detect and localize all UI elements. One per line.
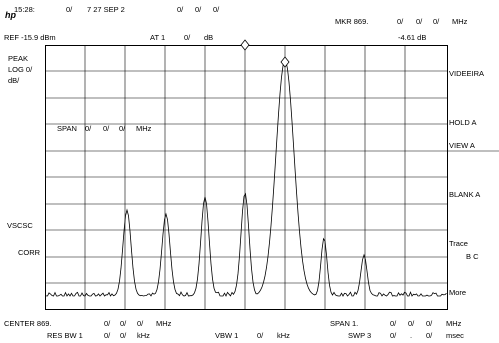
span-part-2: 0/ [408, 319, 415, 328]
softkey-1[interactable]: VIDEEIRA [449, 69, 485, 78]
span-part-1: 0/ [390, 319, 397, 328]
date-part-4: 0/ [195, 5, 202, 14]
span-annotation-1: 0/ [85, 124, 92, 133]
date-part-5: 0/ [213, 5, 220, 14]
sweep-time: SWP 3 [348, 331, 372, 340]
softkey-4[interactable]: BLANK A [449, 190, 481, 199]
center-unit: MHz [156, 319, 172, 328]
ref-level: REF -15.9 dBm [4, 33, 56, 42]
marker-part-3: 0/ [433, 17, 440, 26]
span-annotation-2: 0/ [103, 124, 110, 133]
center-part-3: 0/ [137, 319, 144, 328]
softkey-2[interactable]: HOLD A [449, 118, 477, 127]
attenuation-value: 0/ [184, 33, 191, 42]
detector-peak: PEAK [8, 54, 29, 63]
video-avg: VSCSC [7, 221, 33, 230]
sweep-part-3: 0/ [426, 331, 433, 340]
sweep-part-2: . [410, 331, 413, 340]
res-unit: kHz [137, 331, 150, 340]
center-part-1: 0/ [104, 319, 111, 328]
marker-part-1: 0/ [397, 17, 404, 26]
span-part-3: 0/ [426, 319, 433, 328]
marker-part-2: 0/ [416, 17, 423, 26]
reference-marker-diamond [240, 39, 250, 51]
span-annotation-3: 0/ [119, 124, 126, 133]
date-part-1: 0/ [66, 5, 73, 14]
sweep-unit: msec [446, 331, 464, 340]
log-scale: LOG 0/ [8, 65, 33, 74]
peak-marker-diamond [280, 56, 290, 68]
span-readout: SPAN 1. [330, 319, 359, 328]
vbw-value: 0/ [257, 331, 264, 340]
vbw: VBW 1 [215, 331, 239, 340]
center-freq: CENTER 869. [4, 319, 52, 328]
spectrum-trace [45, 59, 447, 297]
softkey-5[interactable]: Trace [449, 239, 468, 248]
softkey-5-sub: B C [466, 252, 479, 261]
date-part-3: 0/ [177, 5, 184, 14]
marker-freq: MKR 869. [335, 17, 369, 26]
marker-level: -4.61 dB [398, 33, 427, 42]
corr-indicator: CORR [18, 248, 41, 257]
clock-time: 15:28: [14, 5, 35, 14]
span-annotation-unit: MHz [136, 124, 152, 133]
date-part-2: 7 27 SEP 2 [87, 5, 125, 14]
softkey-3[interactable]: VIEW A [449, 141, 475, 150]
span-unit: MHz [446, 319, 462, 328]
sweep-part-1: 0/ [390, 331, 397, 340]
grid-lines [45, 45, 448, 310]
scale-unit: dB/ [8, 76, 20, 85]
res-part-2: 0/ [120, 331, 127, 340]
res-part-1: 0/ [104, 331, 111, 340]
attenuation-unit: dB [204, 33, 214, 42]
hp-logo: hp [5, 10, 16, 20]
res-bw: RES BW 1 [47, 331, 83, 340]
marker-unit: MHz [452, 17, 468, 26]
center-part-2: 0/ [120, 319, 127, 328]
span-annotation: SPAN [57, 124, 77, 133]
softkey-6[interactable]: More [449, 288, 467, 297]
vbw-unit: kHz [277, 331, 290, 340]
attenuation: AT 1 [150, 33, 166, 42]
